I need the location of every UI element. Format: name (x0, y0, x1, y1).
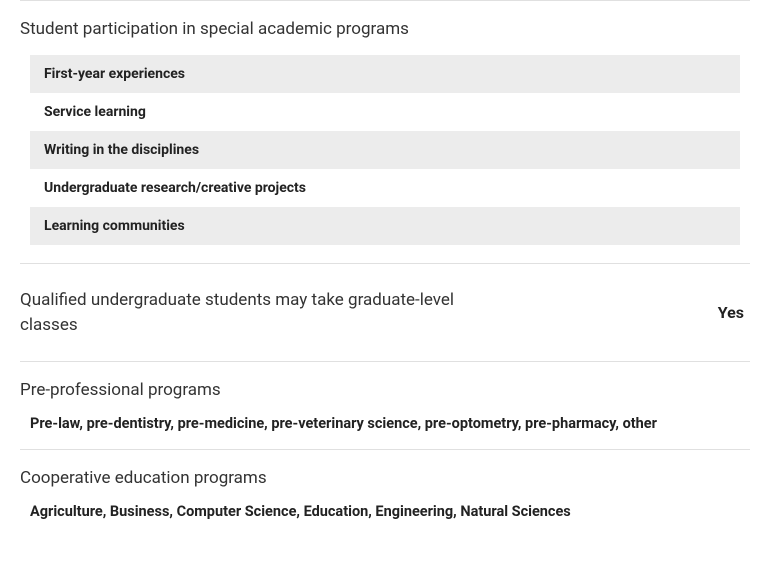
cooperative-text: Agriculture, Business, Computer Science,… (20, 502, 750, 526)
participation-title: Student participation in special academi… (20, 19, 750, 39)
list-item: First-year experiences (30, 55, 740, 93)
list-item: Writing in the disciplines (30, 131, 740, 169)
graduate-classes-value: Yes (718, 303, 750, 322)
pre-professional-title: Pre-professional programs (20, 380, 750, 400)
list-item: Undergraduate research/creative projects (30, 169, 740, 207)
list-item: Service learning (30, 93, 740, 131)
graduate-classes-section: Qualified undergraduate students may tak… (20, 264, 750, 361)
pre-professional-section: Pre-professional programs Pre-law, pre-d… (20, 362, 750, 448)
list-item: Learning communities (30, 207, 740, 245)
participation-section: Student participation in special academi… (20, 1, 750, 263)
graduate-classes-label: Qualified undergraduate students may tak… (20, 288, 500, 337)
program-list: First-year experiences Service learning … (20, 55, 750, 245)
pre-professional-text: Pre-law, pre-dentistry, pre-medicine, pr… (20, 414, 750, 438)
cooperative-section: Cooperative education programs Agricultu… (20, 450, 750, 536)
cooperative-title: Cooperative education programs (20, 468, 750, 488)
